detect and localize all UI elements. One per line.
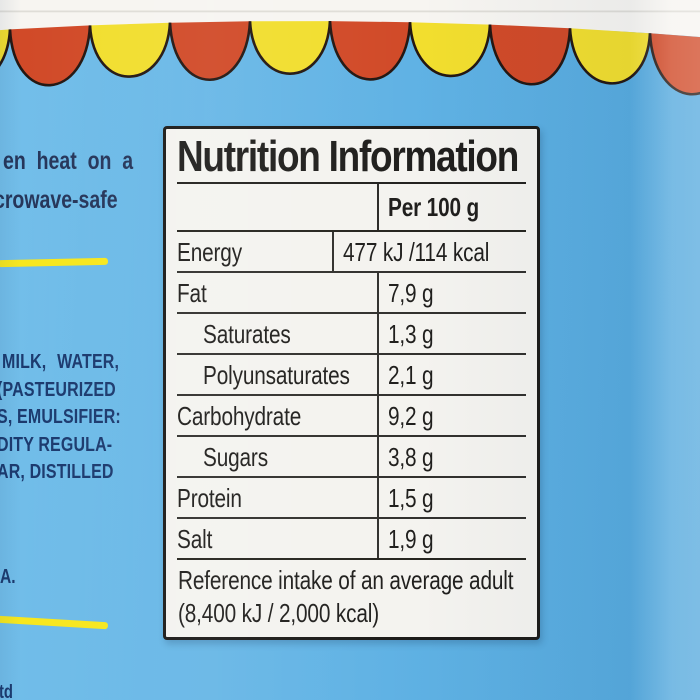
instructions-fragment-line2: crowave-safe xyxy=(0,186,118,214)
nutrition-row-carbohydrate: Carbohydrate 9,2 g xyxy=(177,396,526,437)
ingredients-line: DITY REGULA- xyxy=(0,432,113,456)
awning-red-scallops xyxy=(8,21,700,96)
ingredients-line: (PASTEURIZED xyxy=(0,377,116,401)
awning-white-band xyxy=(0,0,700,37)
per-100g-header-cell: Per 100 g xyxy=(377,184,526,230)
ingredients-line: AR, DISTILLED xyxy=(0,460,114,483)
text-fragment-ltd: td xyxy=(0,682,13,700)
reference-intake-note: Reference intake of an average adult (8,… xyxy=(178,565,514,628)
text-fragment-a: A. xyxy=(0,566,16,588)
nutrition-row-salt: Salt 1,9 g xyxy=(177,519,526,560)
awning-decoration xyxy=(0,0,700,96)
ingredients-fragment: MILK, WATER, (PASTEURIZED S, EMULSIFIER:… xyxy=(0,350,156,488)
header-empty-cell xyxy=(177,184,377,230)
lid-edge-line xyxy=(0,10,700,13)
nutrition-row-sugars: Sugars 3,8 g xyxy=(177,437,526,478)
nutrition-panel: Nutrition Information Per 100 g Energy 4… xyxy=(163,126,540,640)
instructions-fragment-line1: en heat on a xyxy=(3,147,134,175)
nutrition-row-energy: Energy 477 kJ /114 kcal xyxy=(177,232,526,273)
nutrition-row-fat: Fat 7,9 g xyxy=(177,273,526,314)
nutrition-header-row: Per 100 g xyxy=(177,184,526,232)
yellow-divider-line-bottom xyxy=(0,615,109,630)
nutrition-panel-title: Nutrition Information xyxy=(177,129,526,184)
nutrition-row-polyunsaturates: Polyunsaturates 2,1 g xyxy=(177,355,526,396)
nutrition-row-protein: Protein 1,5 g xyxy=(177,478,526,519)
ingredients-line: S, EMULSIFIER: xyxy=(0,405,121,428)
yellow-divider-line-top xyxy=(0,257,109,267)
nutrition-row-saturates: Saturates 1,3 g xyxy=(177,314,526,355)
ingredients-line: MILK, WATER, xyxy=(2,350,120,373)
awning-yellow-scallops xyxy=(0,21,652,85)
